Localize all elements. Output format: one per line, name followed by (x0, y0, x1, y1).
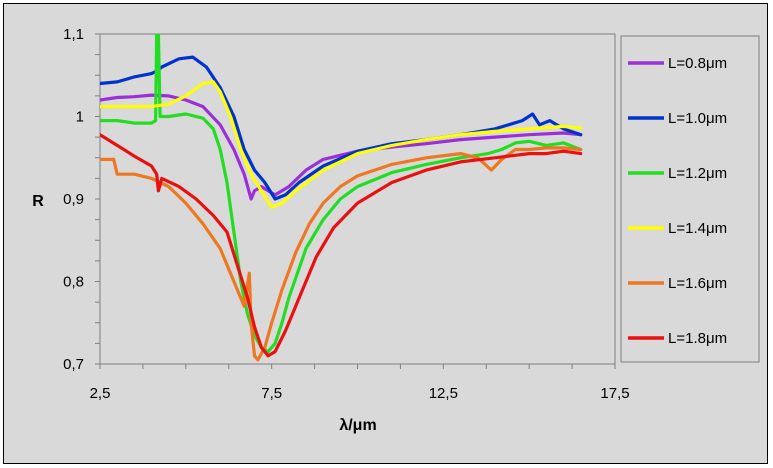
y-tick-label: 1,1 (63, 26, 84, 43)
legend-label: L=1.0μm (668, 110, 727, 127)
series-line-1 (100, 93, 583, 201)
legend-label: L=1.2μm (668, 165, 727, 182)
y-tick-label: 0,7 (63, 356, 84, 373)
x-tick-label: 7,5 (261, 385, 282, 402)
legend (620, 35, 760, 363)
y-axis: 0,7 0,8 0,9 1 1,1 (63, 26, 100, 373)
series-line-4 (100, 80, 583, 209)
legend-items: L=0.8μm L=1.0μm L=1.2μm L=1.4μm L=1.6μm L=1.8… (628, 55, 727, 347)
series-line-6 (100, 133, 583, 358)
x-tick-label: 12,5 (429, 385, 458, 402)
series-line-5 (100, 146, 583, 362)
x-tick-label: 2,5 (90, 385, 111, 402)
x-axis-title: λ/μm (339, 417, 376, 434)
y-tick-label: 0,9 (63, 191, 84, 208)
legend-label: L=1.6μm (668, 275, 727, 292)
y-axis-title: R (32, 193, 44, 210)
y-tick-label: 0,8 (63, 274, 84, 291)
series-lines (100, 34, 583, 362)
legend-label: L=1.4μm (668, 220, 727, 237)
x-axis: 2,5 7,5 12,5 17,5 (90, 364, 630, 402)
legend-label: L=1.8μm (668, 330, 727, 347)
y-tick-label: 1 (76, 109, 84, 126)
plot-area (99, 33, 616, 365)
legend-label: L=0.8μm (668, 55, 727, 72)
x-tick-label: 17,5 (600, 385, 629, 402)
